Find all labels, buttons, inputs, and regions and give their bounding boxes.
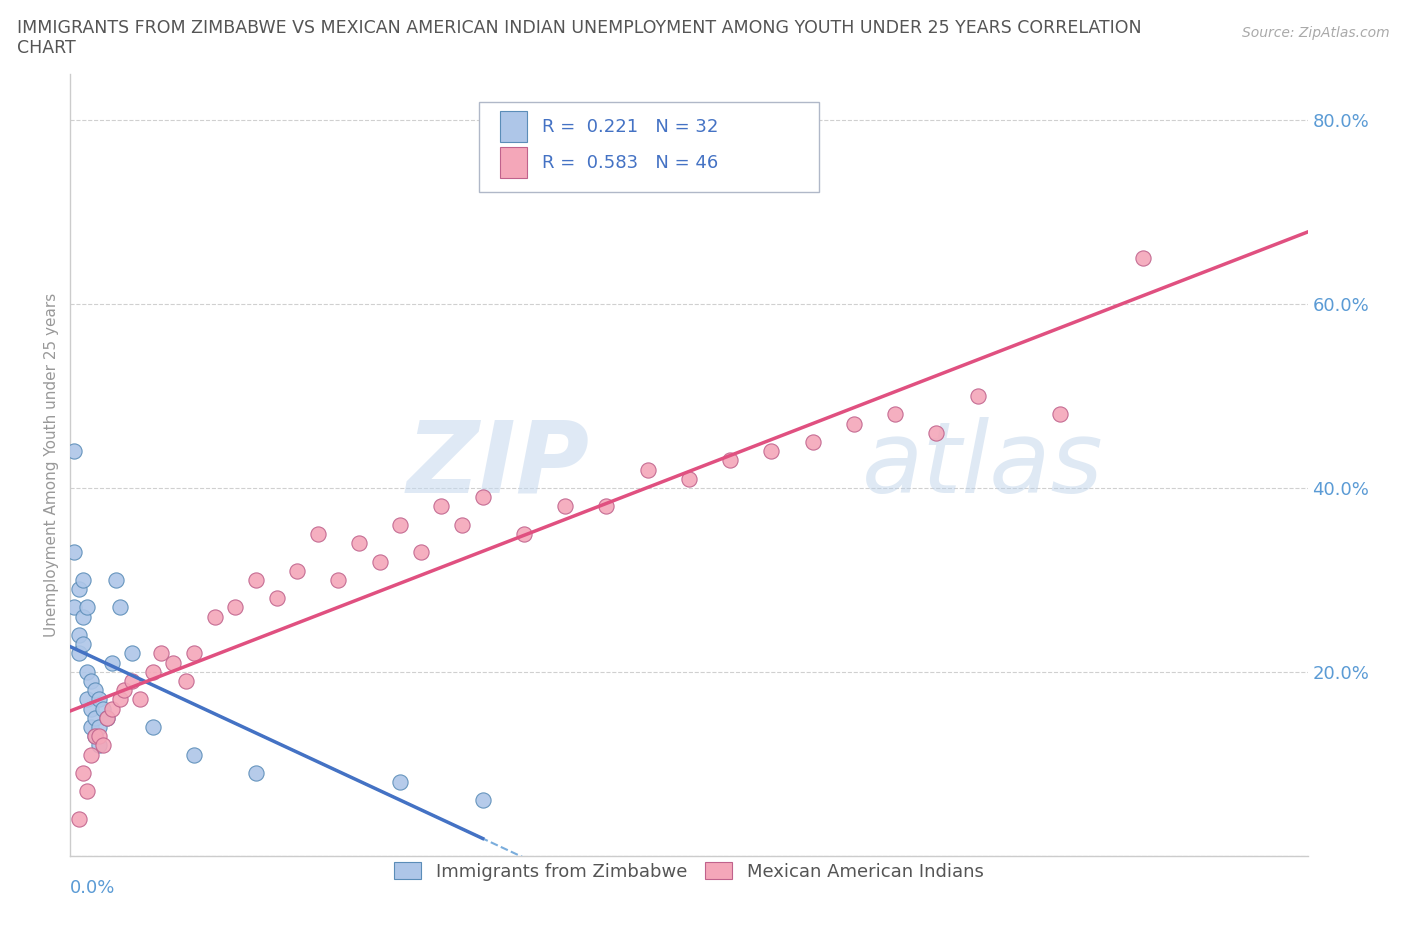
Text: CHART: CHART — [17, 39, 76, 57]
Point — [80, 673, 103, 688]
Point — [142, 664, 165, 679]
Point — [72, 637, 94, 652]
Point — [409, 545, 432, 560]
Point — [966, 389, 988, 404]
Point — [183, 747, 205, 762]
Point — [451, 517, 474, 532]
Point — [76, 664, 98, 679]
Point — [842, 417, 865, 432]
Point — [513, 526, 536, 541]
Point — [63, 600, 86, 615]
Point — [89, 692, 111, 707]
Point — [67, 628, 90, 643]
Point — [637, 462, 659, 477]
Point — [471, 793, 494, 808]
FancyBboxPatch shape — [499, 147, 527, 179]
Point — [430, 498, 453, 513]
Point — [63, 545, 86, 560]
Point — [1132, 251, 1154, 266]
Point — [104, 573, 127, 588]
Point — [174, 673, 197, 688]
Point — [84, 729, 107, 744]
Point — [595, 498, 617, 513]
Text: ZIP: ZIP — [406, 417, 591, 513]
Point — [718, 453, 741, 468]
Point — [89, 729, 111, 744]
Point — [89, 720, 111, 735]
Legend: Immigrants from Zimbabwe, Mexican American Indians: Immigrants from Zimbabwe, Mexican Americ… — [385, 853, 993, 889]
Point — [112, 683, 135, 698]
Point — [121, 673, 143, 688]
Point — [142, 720, 165, 735]
Point — [84, 729, 107, 744]
Point — [285, 564, 308, 578]
Point — [96, 711, 118, 725]
Point — [347, 536, 370, 551]
Point — [72, 765, 94, 780]
FancyBboxPatch shape — [478, 101, 818, 192]
Point — [72, 609, 94, 624]
Text: R =  0.221   N = 32: R = 0.221 N = 32 — [541, 118, 718, 136]
Point — [389, 775, 412, 790]
Point — [162, 655, 184, 670]
Point — [266, 591, 288, 605]
Point — [389, 517, 412, 532]
Point — [761, 444, 783, 458]
Point — [100, 701, 122, 716]
Point — [471, 490, 494, 505]
Point — [204, 609, 226, 624]
Point — [1049, 407, 1071, 422]
Point — [129, 692, 152, 707]
FancyBboxPatch shape — [499, 111, 527, 142]
Point — [328, 573, 350, 588]
Point — [307, 526, 329, 541]
Point — [678, 472, 700, 486]
Point — [801, 434, 824, 449]
Point — [100, 655, 122, 670]
Point — [121, 646, 143, 661]
Point — [108, 692, 131, 707]
Point — [76, 692, 98, 707]
Text: IMMIGRANTS FROM ZIMBABWE VS MEXICAN AMERICAN INDIAN UNEMPLOYMENT AMONG YOUTH UND: IMMIGRANTS FROM ZIMBABWE VS MEXICAN AMER… — [17, 19, 1142, 36]
Point — [80, 747, 103, 762]
Point — [884, 407, 907, 422]
Point — [183, 646, 205, 661]
Point — [368, 554, 391, 569]
Point — [80, 720, 103, 735]
Point — [84, 711, 107, 725]
Point — [150, 646, 173, 661]
Point — [72, 573, 94, 588]
Text: atlas: atlas — [862, 417, 1104, 513]
Point — [67, 811, 90, 826]
Point — [554, 498, 576, 513]
Point — [245, 765, 267, 780]
Point — [76, 784, 98, 799]
Text: Source: ZipAtlas.com: Source: ZipAtlas.com — [1241, 26, 1389, 40]
Point — [67, 581, 90, 596]
Point — [224, 600, 246, 615]
Point — [84, 683, 107, 698]
Point — [925, 425, 948, 440]
Point — [91, 701, 114, 716]
Point — [80, 701, 103, 716]
Point — [245, 573, 267, 588]
Text: 0.0%: 0.0% — [70, 879, 115, 897]
Point — [63, 444, 86, 458]
Point — [108, 600, 131, 615]
Point — [89, 737, 111, 752]
Point — [91, 737, 114, 752]
Point — [96, 711, 118, 725]
Point — [76, 600, 98, 615]
Y-axis label: Unemployment Among Youth under 25 years: Unemployment Among Youth under 25 years — [44, 293, 59, 637]
Text: R =  0.583   N = 46: R = 0.583 N = 46 — [541, 153, 718, 172]
Point — [67, 646, 90, 661]
